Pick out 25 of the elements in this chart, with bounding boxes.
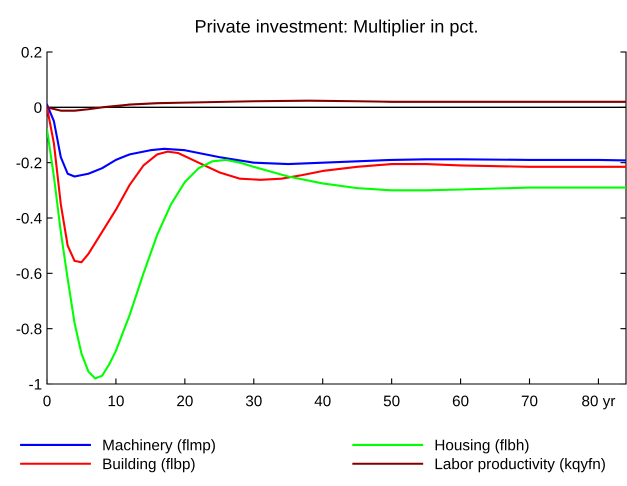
line-series [47,104,626,178]
legend-label: Labor productivity (kqyfn) [436,458,605,472]
x-tick-label: 0 [43,396,51,406]
x-tick-label: 10 [108,396,124,406]
y-tick-label: 0.2 [22,46,42,58]
y-tick-label: 0 [34,102,42,114]
x-tick-label: 50 [384,396,400,406]
x-tick-label: 80 yr [582,396,616,410]
y-tick-label: -0.8 [16,324,42,334]
y-tick-label: -0.2 [16,158,42,168]
legend-label: Machinery (flmp) [103,439,215,454]
x-tick-label: 40 [314,396,331,406]
y-tick-label: -1 [29,379,42,390]
line-series [47,100,626,112]
x-tick-label: 70 [522,396,538,406]
x-tick-label: 30 [246,396,262,406]
line-series [47,106,626,264]
legend-label: Housing (flbh) [436,439,528,454]
x-tick-label: 60 [452,396,468,406]
x-tick-label: 20 [177,396,193,406]
chart-title: Private investment: Multiplier in pct. [196,19,477,36]
y-tick-label: -0.4 [16,212,42,224]
legend-label: Building (flbp) [103,458,195,472]
line-series [47,128,626,380]
y-tick-label: -0.6 [16,268,42,280]
